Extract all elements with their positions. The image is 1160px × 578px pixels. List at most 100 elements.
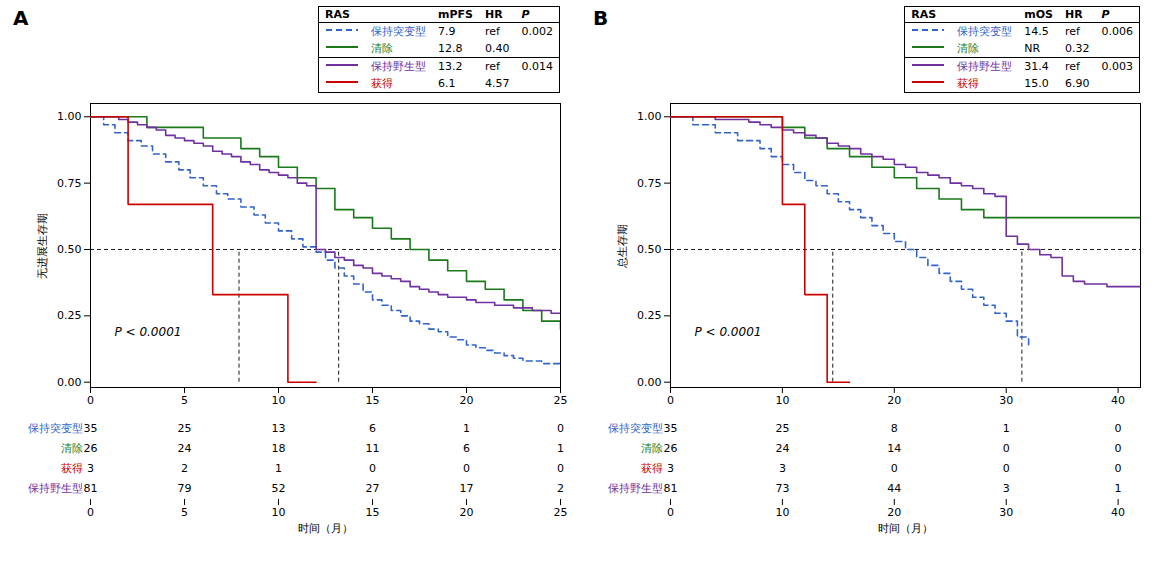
svg-text:20: 20 bbox=[887, 394, 901, 407]
svg-text:0.25: 0.25 bbox=[637, 309, 662, 322]
svg-text:81: 81 bbox=[84, 482, 98, 495]
svg-text:20: 20 bbox=[460, 394, 474, 407]
svg-text:0: 0 bbox=[369, 462, 376, 475]
svg-text:25: 25 bbox=[178, 422, 192, 435]
svg-text:13: 13 bbox=[272, 422, 286, 435]
svg-text:0.75: 0.75 bbox=[57, 177, 82, 190]
svg-text:17: 17 bbox=[460, 482, 474, 495]
svg-text:0: 0 bbox=[667, 506, 674, 519]
html-text:A: A bbox=[13, 6, 29, 30]
svg-text:5: 5 bbox=[181, 394, 188, 407]
svg-text:清除: 清除 bbox=[641, 442, 663, 455]
svg-text:20: 20 bbox=[460, 506, 474, 519]
svg-text:3: 3 bbox=[87, 462, 94, 475]
svg-text:0.75: 0.75 bbox=[637, 177, 662, 190]
svg-text:保持突变型: 保持突变型 bbox=[608, 422, 663, 435]
svg-text:1: 1 bbox=[557, 442, 564, 455]
svg-text:0: 0 bbox=[557, 462, 564, 475]
svg-text:0: 0 bbox=[1003, 462, 1010, 475]
svg-text:6: 6 bbox=[463, 442, 470, 455]
svg-text:79: 79 bbox=[178, 482, 192, 495]
svg-text:24: 24 bbox=[178, 442, 192, 455]
svg-text:6: 6 bbox=[369, 422, 376, 435]
svg-text:0: 0 bbox=[87, 506, 94, 519]
svg-text:73: 73 bbox=[775, 482, 789, 495]
svg-text:0: 0 bbox=[1115, 422, 1122, 435]
svg-text:52: 52 bbox=[272, 482, 286, 495]
svg-text:3: 3 bbox=[779, 462, 786, 475]
svg-text:总生存期: 总生存期 bbox=[616, 224, 629, 269]
svg-text:18: 18 bbox=[272, 442, 286, 455]
svg-text:30: 30 bbox=[999, 506, 1013, 519]
svg-text:无进展生存期: 无进展生存期 bbox=[36, 213, 49, 279]
svg-text:40: 40 bbox=[1111, 506, 1125, 519]
svg-text:获得: 获得 bbox=[61, 462, 83, 475]
html-text:ref: ref bbox=[485, 25, 500, 38]
svg-text:保持野生型: 保持野生型 bbox=[28, 482, 83, 495]
svg-text:0: 0 bbox=[667, 394, 674, 407]
html-text:HR: HR bbox=[485, 8, 503, 21]
svg-text:5: 5 bbox=[181, 506, 188, 519]
svg-text:0: 0 bbox=[1115, 442, 1122, 455]
svg-text:1: 1 bbox=[1115, 482, 1122, 495]
svg-text:0.00: 0.00 bbox=[57, 376, 82, 389]
svg-text:40: 40 bbox=[1111, 394, 1125, 407]
svg-text:保持野生型: 保持野生型 bbox=[608, 482, 663, 495]
svg-text:P < 0.0001: P < 0.0001 bbox=[695, 325, 762, 339]
svg-text:0.25: 0.25 bbox=[57, 309, 82, 322]
svg-text:获得: 获得 bbox=[641, 462, 663, 475]
svg-text:14: 14 bbox=[887, 442, 901, 455]
svg-text:保持突变型: 保持突变型 bbox=[28, 422, 83, 435]
svg-text:0: 0 bbox=[87, 394, 94, 407]
svg-text:2: 2 bbox=[181, 462, 188, 475]
svg-text:0: 0 bbox=[1003, 442, 1010, 455]
svg-text:35: 35 bbox=[84, 422, 98, 435]
svg-text:25: 25 bbox=[775, 422, 789, 435]
html-text:7.9: 7.9 bbox=[438, 25, 456, 38]
svg-text:44: 44 bbox=[887, 482, 901, 495]
svg-text:27: 27 bbox=[366, 482, 380, 495]
svg-text:10: 10 bbox=[775, 506, 789, 519]
svg-text:清除: 清除 bbox=[61, 442, 83, 455]
svg-text:时间（月）: 时间（月） bbox=[298, 522, 353, 535]
svg-text:10: 10 bbox=[272, 506, 286, 519]
svg-text:时间（月）: 时间（月） bbox=[878, 522, 933, 535]
html-text:保持突变型: 保持突变型 bbox=[371, 25, 426, 38]
svg-text:20: 20 bbox=[887, 506, 901, 519]
svg-text:2: 2 bbox=[557, 482, 564, 495]
svg-text:81: 81 bbox=[664, 482, 678, 495]
svg-text:26: 26 bbox=[84, 442, 98, 455]
svg-text:10: 10 bbox=[775, 394, 789, 407]
svg-text:24: 24 bbox=[775, 442, 789, 455]
svg-text:1.00: 1.00 bbox=[57, 110, 82, 123]
svg-text:25: 25 bbox=[554, 506, 568, 519]
svg-text:0.50: 0.50 bbox=[637, 243, 662, 256]
svg-text:26: 26 bbox=[664, 442, 678, 455]
svg-text:3: 3 bbox=[1003, 482, 1010, 495]
svg-text:15: 15 bbox=[366, 394, 380, 407]
svg-text:1: 1 bbox=[1003, 422, 1010, 435]
html-text:清除: 清除 bbox=[371, 42, 393, 55]
svg-text:11: 11 bbox=[366, 442, 380, 455]
svg-text:P < 0.0001: P < 0.0001 bbox=[115, 325, 182, 339]
svg-text:10: 10 bbox=[272, 394, 286, 407]
svg-text:0: 0 bbox=[557, 422, 564, 435]
svg-text:1: 1 bbox=[463, 422, 470, 435]
svg-text:30: 30 bbox=[999, 394, 1013, 407]
html-text:0.002: 0.002 bbox=[521, 25, 553, 38]
svg-text:0: 0 bbox=[1115, 462, 1122, 475]
html-text:mPFS: mPFS bbox=[438, 8, 473, 21]
svg-text:1: 1 bbox=[275, 462, 282, 475]
svg-text:25: 25 bbox=[554, 394, 568, 407]
svg-text:15: 15 bbox=[366, 506, 380, 519]
html-text:B: B bbox=[593, 6, 609, 30]
svg-text:0.00: 0.00 bbox=[637, 376, 662, 389]
svg-text:1.00: 1.00 bbox=[637, 110, 662, 123]
svg-text:0: 0 bbox=[463, 462, 470, 475]
svg-text:0.50: 0.50 bbox=[57, 243, 82, 256]
svg-text:8: 8 bbox=[891, 422, 898, 435]
svg-text:3: 3 bbox=[667, 462, 674, 475]
svg-text:35: 35 bbox=[664, 422, 678, 435]
html-text:RAS: RAS bbox=[325, 8, 350, 21]
svg-text:0: 0 bbox=[891, 462, 898, 475]
